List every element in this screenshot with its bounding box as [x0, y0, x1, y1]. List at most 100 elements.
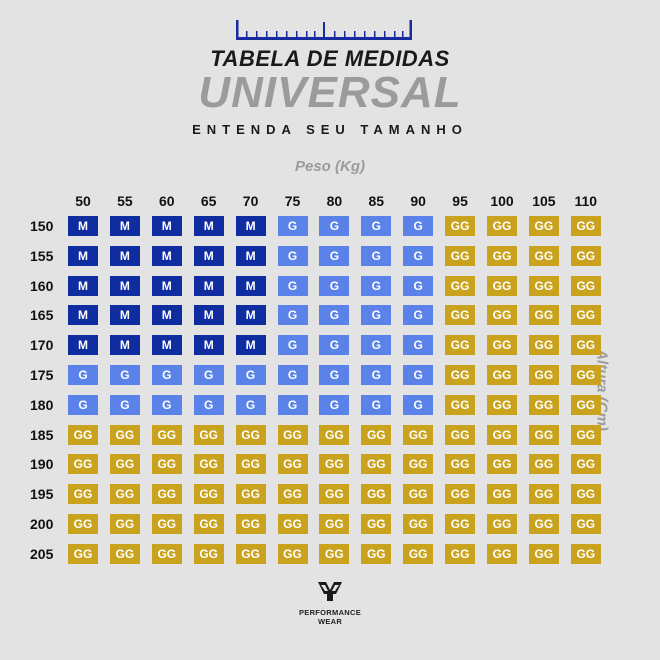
size-cell: G [277, 305, 308, 326]
size-cell: GG [528, 335, 559, 356]
size-cell: M [151, 335, 182, 356]
ruler-icon [236, 20, 412, 40]
size-cell: M [193, 305, 224, 326]
size-cell: GG [528, 484, 559, 505]
size-cell: G [277, 245, 308, 266]
size-cell: G [361, 305, 392, 326]
size-cell: G [319, 365, 350, 385]
weight-label: 55 [117, 193, 133, 209]
size-cell: GG [403, 514, 434, 534]
size-cell: M [151, 305, 182, 326]
size-cell: GG [68, 454, 98, 475]
size-cell: M [109, 305, 140, 326]
size-cell: GG [570, 305, 601, 326]
size-cell: GG [151, 424, 182, 445]
size-cell: M [68, 245, 98, 266]
size-cell: GG [570, 245, 601, 266]
size-cell: M [109, 245, 140, 266]
weight-axis-title: Peso (Kg) [294, 158, 365, 175]
weight-label: 100 [490, 193, 514, 209]
size-cell: GG [361, 543, 392, 564]
size-cell: GG [151, 454, 182, 475]
size-cell: GG [151, 484, 182, 505]
size-cell: G [361, 216, 392, 236]
size-cell: M [151, 245, 182, 266]
size-cell: G [361, 365, 392, 385]
size-cell: M [235, 335, 266, 356]
weight-label: 75 [284, 193, 301, 209]
size-cell: GG [570, 216, 601, 236]
height-label: 205 [30, 545, 54, 562]
size-cell: GG [445, 216, 476, 236]
size-cell: GG [277, 514, 308, 534]
size-cell: GG [487, 216, 517, 236]
size-cell: GG [151, 514, 182, 534]
weight-label: 80 [326, 193, 343, 209]
height-label: 190 [30, 456, 54, 473]
size-cell: G [277, 394, 308, 415]
size-cell: GG [487, 275, 517, 296]
height-label: 200 [30, 516, 54, 532]
size-cell: GG [68, 514, 98, 534]
size-cell: GG [445, 543, 476, 564]
size-cell: GG [570, 543, 601, 564]
size-cell: GG [487, 514, 517, 534]
size-cell: GG [68, 543, 98, 564]
size-cell: GG [277, 454, 308, 475]
size-cell: GG [193, 424, 224, 445]
size-cell: GG [109, 543, 140, 564]
weight-label: 110 [574, 193, 598, 209]
size-cell: G [68, 394, 98, 415]
size-cell: GG [361, 484, 392, 505]
size-cell: GG [151, 543, 182, 564]
height-label: 175 [30, 367, 54, 383]
size-cell: M [109, 335, 140, 356]
size-cell: M [235, 275, 266, 296]
size-cell: G [277, 365, 308, 385]
size-cell: GG [445, 275, 476, 296]
size-cell: GG [528, 514, 559, 534]
size-cell: GG [528, 424, 559, 445]
size-cell: GG [319, 514, 350, 534]
height-label: 170 [30, 337, 54, 354]
size-cell: GG [235, 424, 266, 445]
size-cell: M [193, 335, 224, 356]
size-cell: G [319, 305, 350, 326]
size-cell: M [193, 245, 224, 266]
size-cell: GG [445, 514, 476, 534]
size-cell: G [235, 394, 266, 415]
size-cell: GG [570, 394, 601, 415]
size-cell: G [151, 365, 182, 385]
size-cell: M [235, 216, 266, 236]
size-cell: GG [235, 543, 266, 564]
size-cell: G [403, 365, 434, 385]
size-cell: G [235, 365, 266, 385]
size-cell: G [403, 245, 434, 266]
size-cell: GG [235, 484, 266, 505]
size-cell: GG [319, 424, 350, 445]
size-cell: M [235, 305, 266, 326]
size-cell: M [109, 216, 140, 236]
size-cell: GG [403, 454, 434, 475]
size-cell: GG [193, 484, 224, 505]
weight-label: 60 [159, 193, 175, 209]
size-cell: GG [109, 484, 140, 505]
size-cell: GG [109, 514, 140, 534]
size-cell: GG [528, 275, 559, 296]
size-cell: GG [403, 484, 434, 505]
size-cell: GG [361, 424, 392, 445]
size-cell: GG [403, 543, 434, 564]
size-cell: G [403, 275, 434, 296]
size-cell: M [68, 335, 98, 356]
size-cell: G [361, 335, 392, 356]
size-cell: GG [487, 365, 517, 385]
size-cell: G [361, 245, 392, 266]
size-cell: GG [68, 484, 98, 505]
size-cell: GG [319, 543, 350, 564]
size-cell: G [68, 365, 98, 385]
size-cell: GG [445, 335, 476, 356]
size-cell: GG [445, 305, 476, 326]
brand-logo-icon [318, 582, 342, 601]
size-cell: GG [193, 454, 224, 475]
size-cell: G [403, 335, 434, 356]
